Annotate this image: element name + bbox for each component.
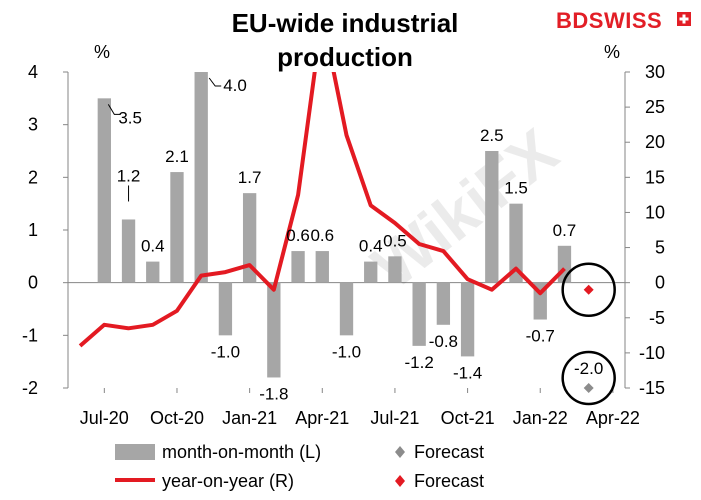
mom-data-label: -1.2 — [405, 353, 434, 372]
mom-bar — [339, 282, 354, 336]
right-axis-tick-label: -15 — [639, 378, 665, 398]
x-axis-tick-label: Jan-21 — [222, 408, 277, 428]
legend-item-mom-forecast: Forecast — [395, 442, 484, 462]
mom-data-label: -0.7 — [526, 327, 555, 346]
mom-data-label: 0.6 — [286, 226, 310, 245]
mom-data-label: -1.0 — [332, 342, 361, 361]
left-axis-tick-label: 0 — [28, 273, 38, 293]
mom-bar — [509, 203, 523, 283]
legend-label-yoy: year-on-year (R) — [162, 471, 294, 491]
yoy-line — [78, 72, 566, 348]
legend-swatch-bar — [115, 444, 155, 460]
right-axis-tick-label: 25 — [645, 97, 665, 117]
mom-data-label: 0.4 — [359, 237, 383, 256]
right-axis-tick-label: 0 — [655, 273, 665, 293]
right-axis-tick-label: -10 — [639, 343, 665, 363]
mom-bar — [557, 245, 572, 283]
legend-label-yoy-forecast: Forecast — [414, 471, 484, 491]
highlight-circle — [561, 350, 616, 406]
mom-data-label: 0.4 — [141, 237, 165, 256]
left-axis-tick-label: 3 — [28, 115, 38, 135]
left-axis-tick-label: -1 — [22, 325, 38, 345]
mom-bar — [364, 261, 378, 283]
mom-bar — [315, 251, 329, 283]
mom-data-label: 2.1 — [165, 147, 189, 166]
mom-data-label: 0.7 — [553, 221, 577, 240]
mom-bar — [97, 98, 111, 283]
right-axis-tick-label: -5 — [649, 308, 665, 328]
right-axis-unit: % — [604, 42, 620, 62]
mom-data-label: -1.0 — [211, 342, 240, 361]
legend-label-mom-forecast: Forecast — [414, 442, 484, 462]
legend-label-mom: month-on-month (L) — [162, 442, 321, 462]
mom-data-label: 3.5 — [118, 108, 142, 127]
left-axis-unit: % — [94, 42, 110, 62]
x-axis-tick-label: Oct-21 — [441, 408, 495, 428]
mom-bar — [121, 219, 136, 283]
legend-swatch-red-diamond — [395, 475, 405, 487]
mom-data-label: 1.5 — [504, 179, 528, 198]
chart-title-line2: production — [277, 42, 413, 72]
right-axis-tick-label: 20 — [645, 132, 665, 152]
mom-data-label: 0.5 — [383, 231, 407, 250]
x-axis-tick-label: Jul-21 — [370, 408, 419, 428]
mom-data-label: 1.7 — [238, 168, 262, 187]
mom-bar — [218, 282, 233, 336]
legend-item-mom: month-on-month (L) — [115, 442, 321, 462]
x-axis-tick-label: Apr-22 — [586, 408, 640, 428]
left-axis-tick-label: -2 — [22, 378, 38, 398]
legend-item-yoy-forecast: Forecast — [395, 471, 484, 491]
right-axis-tick-label: 5 — [655, 238, 665, 258]
legend-swatch-gray-diamond — [395, 446, 405, 458]
mom-bar — [242, 193, 257, 283]
data-label-leader — [208, 77, 222, 87]
x-axis-tick-label: Jan-22 — [513, 408, 568, 428]
mom-bar — [267, 282, 281, 378]
mom-data-label: -1.4 — [453, 363, 482, 382]
yoy-forecast-marker — [583, 284, 594, 295]
highlight-circle — [561, 262, 616, 317]
mom-bar — [170, 172, 184, 283]
swiss-cross-icon — [677, 12, 691, 26]
x-axis-tick-label: Jul-20 — [80, 408, 129, 428]
x-axis-tick-label: Oct-20 — [150, 408, 204, 428]
chart-title-line1: EU-wide industrial — [232, 8, 459, 38]
right-axis-tick-label: 10 — [645, 202, 665, 222]
left-axis-tick-label: 4 — [28, 62, 38, 82]
mom-bar — [146, 261, 160, 283]
left-axis-tick-label: 1 — [28, 220, 38, 240]
legend-item-yoy: year-on-year (R) — [115, 471, 294, 491]
left-axis-tick-label: 2 — [28, 167, 38, 187]
mom-forecast-marker — [583, 383, 594, 393]
mom-data-label: 0.6 — [310, 226, 334, 245]
brand-logo: BDSWISS — [556, 8, 691, 33]
mom-data-label: 2.5 — [480, 126, 504, 145]
brand-logo-text: BDSWISS — [556, 8, 662, 33]
mom-data-label: -1.8 — [259, 384, 288, 403]
mom-bar — [460, 282, 475, 357]
x-axis-tick-label: Apr-21 — [295, 408, 349, 428]
mom-bar — [194, 72, 208, 283]
mom-bar — [436, 282, 451, 325]
mom-data-label: 1.2 — [117, 166, 141, 185]
mom-bar — [388, 256, 402, 283]
legend: month-on-month (L) Forecast year-on-year… — [115, 442, 484, 491]
mom-forecast-label: -2.0 — [574, 359, 603, 378]
mom-bar — [485, 151, 499, 283]
mom-data-label: 4.0 — [223, 76, 247, 95]
data-label-leader — [107, 104, 121, 115]
mom-data-label: -0.8 — [429, 332, 458, 351]
right-axis-tick-label: 15 — [645, 167, 665, 187]
mom-bar — [291, 251, 305, 283]
right-axis-tick-label: 30 — [645, 62, 665, 82]
mom-bar — [412, 282, 426, 346]
